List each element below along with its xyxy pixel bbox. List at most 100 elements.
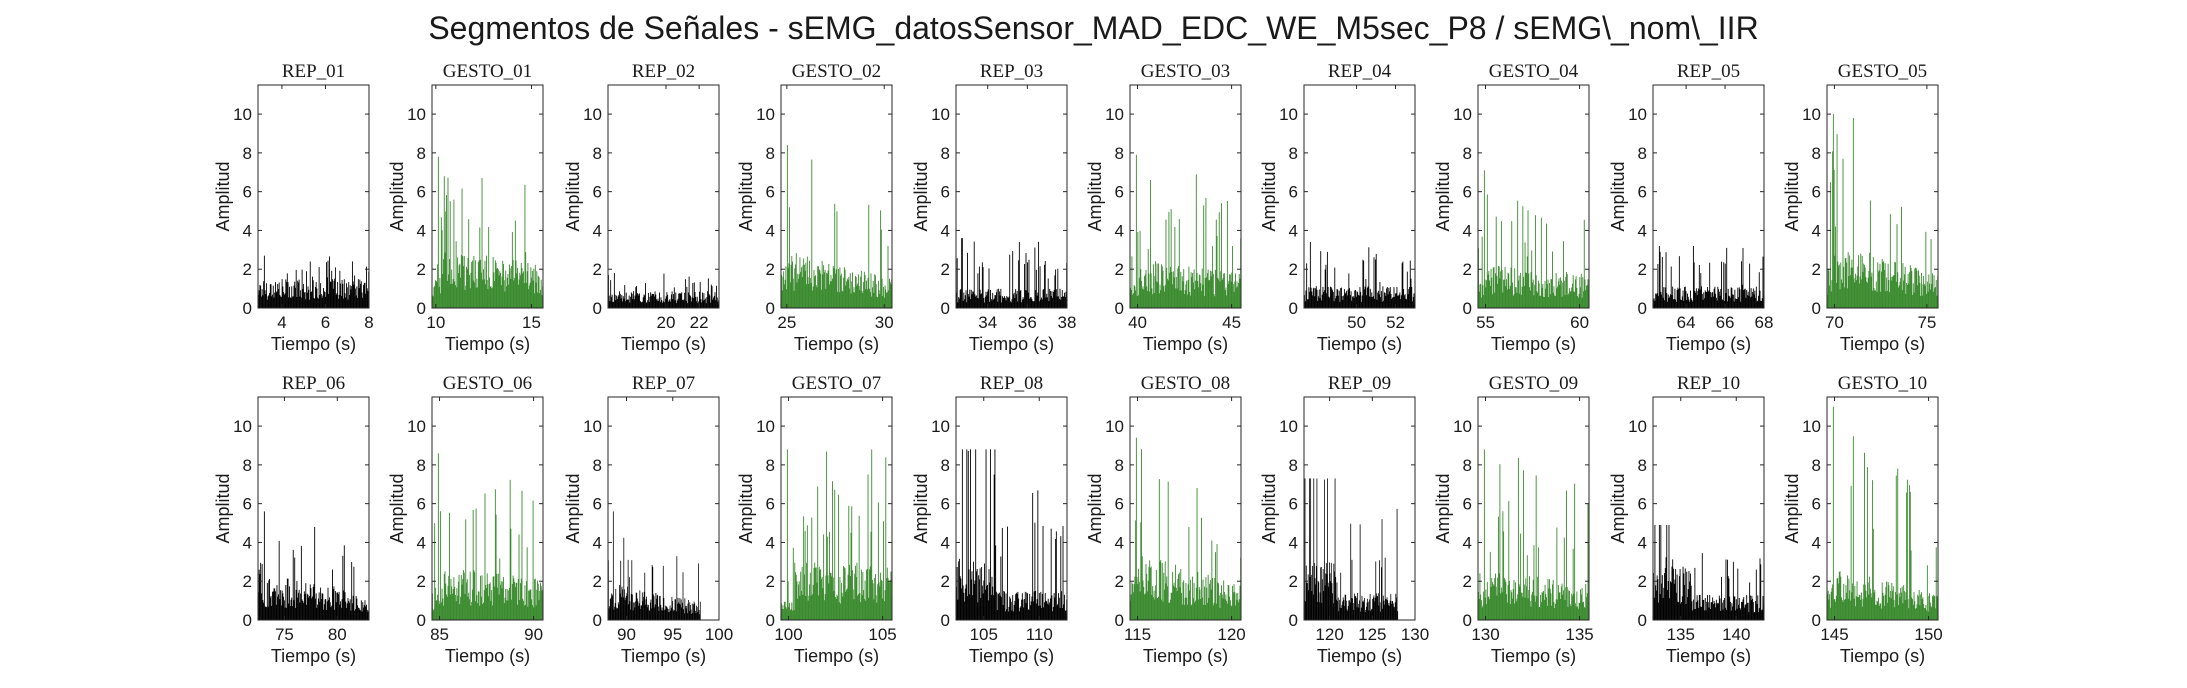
signal-bar bbox=[1566, 271, 1567, 308]
signal-bar bbox=[1909, 485, 1911, 620]
signal-bar bbox=[634, 295, 636, 308]
signal-bar bbox=[1556, 527, 1558, 620]
signal-bar bbox=[1151, 288, 1153, 308]
signal-bar bbox=[351, 561, 353, 620]
signal-bar bbox=[693, 282, 695, 308]
y-tick-label: 0 bbox=[417, 299, 426, 318]
signal-bar bbox=[272, 285, 274, 308]
signal-bar bbox=[284, 607, 286, 620]
signal-bar bbox=[1323, 291, 1325, 308]
y-axis-label: Amplitud bbox=[1085, 473, 1105, 543]
signal-bar bbox=[1852, 267, 1854, 308]
signal-bar bbox=[623, 298, 625, 308]
signal-bar bbox=[523, 283, 525, 308]
signal-bar bbox=[1305, 565, 1307, 620]
signal-bar bbox=[480, 259, 481, 308]
signal-bar bbox=[1346, 295, 1348, 308]
signal-bar bbox=[309, 596, 310, 620]
signal-bar bbox=[1898, 285, 1900, 308]
signal-bar bbox=[698, 610, 700, 620]
signal-bar bbox=[1005, 593, 1007, 620]
signal-bar bbox=[1391, 601, 1393, 620]
signal-bar bbox=[1212, 246, 1214, 308]
signal-bar bbox=[817, 486, 819, 620]
signal-bar bbox=[1838, 583, 1839, 620]
y-tick-label: 10 bbox=[1628, 105, 1647, 124]
signal-bar bbox=[859, 290, 861, 308]
signal-bar bbox=[531, 599, 533, 620]
signal-bar bbox=[1412, 301, 1413, 308]
signal-bar bbox=[306, 593, 308, 620]
signal-bar bbox=[1488, 596, 1490, 620]
signal-bar bbox=[1138, 277, 1140, 308]
signal-bar bbox=[1367, 601, 1369, 620]
signal-bar bbox=[348, 601, 350, 620]
signal-bar bbox=[1384, 557, 1386, 620]
signal-bar bbox=[1503, 531, 1505, 620]
signal-bar bbox=[1061, 290, 1063, 308]
signal-bar bbox=[473, 255, 475, 308]
signal-bar bbox=[458, 265, 460, 308]
signal-bar bbox=[1164, 561, 1166, 620]
signal-bar bbox=[1515, 287, 1517, 308]
signal-bar bbox=[1855, 273, 1857, 308]
signal-bar bbox=[1201, 517, 1202, 620]
y-tick-label: 8 bbox=[1812, 456, 1821, 475]
signal-bar bbox=[1573, 291, 1575, 308]
signal-bar bbox=[335, 602, 337, 620]
signal-bar bbox=[1330, 581, 1332, 620]
signal-bar bbox=[1754, 290, 1756, 308]
signal-bar bbox=[1519, 586, 1521, 620]
signal-bar bbox=[699, 291, 700, 308]
signal-bar bbox=[527, 606, 529, 620]
signal-bar bbox=[1395, 293, 1397, 308]
signal-bar bbox=[1194, 289, 1196, 308]
y-axis-label: Amplitud bbox=[1259, 161, 1279, 231]
x-axis-label: Tiempo (s) bbox=[621, 334, 706, 354]
y-tick-label: 0 bbox=[593, 299, 602, 318]
signal-bar bbox=[833, 268, 835, 308]
signal-bar bbox=[964, 299, 966, 308]
signal-bar bbox=[1396, 508, 1398, 620]
signal-bar bbox=[489, 286, 491, 308]
signal-bar bbox=[1178, 266, 1179, 308]
signal-bar bbox=[1482, 605, 1484, 620]
signal-bar bbox=[1719, 598, 1721, 620]
signal-bar bbox=[1147, 248, 1149, 308]
signal-bar bbox=[1157, 282, 1159, 308]
signal-bar bbox=[1670, 266, 1672, 308]
signal-bar bbox=[480, 272, 482, 308]
signal-bar bbox=[1704, 597, 1706, 620]
signal-bar bbox=[446, 195, 447, 308]
signal-bar bbox=[869, 569, 870, 620]
signal-bar bbox=[1325, 573, 1327, 620]
signal-bar bbox=[1364, 286, 1366, 308]
signal-bar bbox=[1032, 300, 1034, 308]
signal-bar bbox=[786, 289, 788, 308]
signal-bar bbox=[1029, 594, 1031, 620]
signal-bar bbox=[655, 294, 657, 308]
signal-bar bbox=[1741, 261, 1742, 308]
signal-bar bbox=[471, 260, 473, 308]
signal-bar bbox=[1911, 270, 1913, 308]
signal-bar bbox=[1757, 595, 1759, 620]
signal-bar bbox=[966, 449, 968, 620]
x-tick-label: 34 bbox=[978, 313, 997, 332]
signal-bar bbox=[783, 284, 785, 308]
signal-bar bbox=[1236, 281, 1238, 308]
signal-bar bbox=[289, 297, 291, 308]
signal-bar bbox=[687, 303, 689, 308]
signal-bar bbox=[887, 246, 889, 308]
signal-bar bbox=[1173, 582, 1175, 620]
signal-bar bbox=[1305, 601, 1307, 620]
signal-bar bbox=[278, 540, 280, 620]
signal-bar bbox=[339, 270, 341, 308]
signal-bar bbox=[1910, 550, 1912, 620]
signal-bar bbox=[481, 575, 483, 620]
signal-bar bbox=[1195, 600, 1197, 620]
signal-bar bbox=[874, 274, 876, 308]
signal-bar bbox=[1232, 585, 1234, 620]
signal-bar bbox=[1063, 604, 1065, 620]
signal-bar bbox=[500, 581, 502, 620]
signal-bar bbox=[850, 532, 852, 620]
